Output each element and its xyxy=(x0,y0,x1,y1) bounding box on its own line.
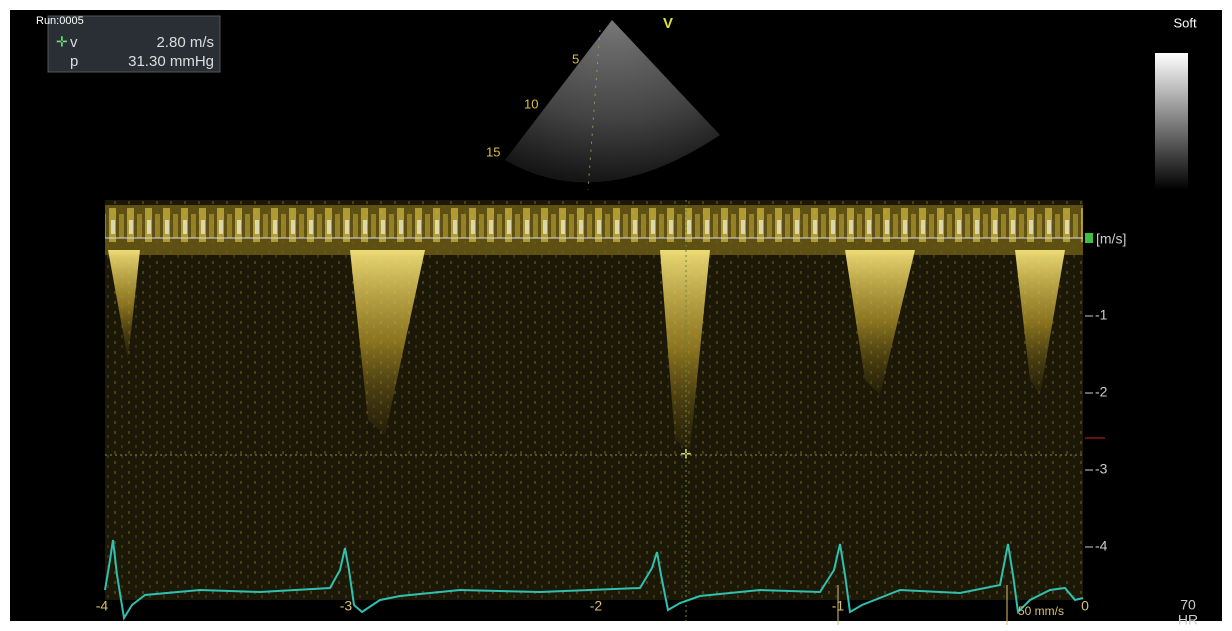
measure-value: 31.30 mmHg xyxy=(128,53,214,70)
ultrasound-screen: Run:0005 ✛ v 2.80 m/s p 31.30 mmHg 5 10 … xyxy=(0,0,1232,631)
run-id: Run:0005 xyxy=(36,15,84,27)
hr-label: HR xyxy=(1178,612,1198,628)
depth-label: 5 xyxy=(572,51,579,66)
hr-value: 70 xyxy=(1180,597,1196,613)
spectrum-bg xyxy=(105,200,1083,600)
velocity-unit: [m/s] xyxy=(1096,231,1126,247)
time-label: -2 xyxy=(590,598,603,614)
cursor-icon: ✛ xyxy=(56,34,68,50)
measure-label: v xyxy=(70,34,78,51)
time-label: -4 xyxy=(96,598,109,614)
mode-label: V xyxy=(663,15,673,32)
velocity-label: -3 xyxy=(1095,461,1108,477)
baseline-band xyxy=(105,205,1083,255)
velocity-label: -4 xyxy=(1095,538,1108,554)
measure-label: p xyxy=(70,53,78,70)
gray-map-label: Soft xyxy=(1173,15,1197,30)
depth-label: 15 xyxy=(486,144,500,159)
time-label: 0 xyxy=(1081,598,1089,614)
gray-bar xyxy=(1155,53,1188,190)
time-label: -3 xyxy=(340,598,353,614)
measure-value: 2.80 m/s xyxy=(156,34,214,51)
cursor-cross: ✛ xyxy=(681,446,692,461)
depth-label: 10 xyxy=(524,96,538,111)
velocity-label: -2 xyxy=(1095,384,1108,400)
sweep-speed: 50 mm/s xyxy=(1018,604,1064,618)
baseline-marker xyxy=(1085,233,1093,243)
time-label: -1 xyxy=(832,598,845,614)
velocity-label: -1 xyxy=(1095,307,1108,323)
